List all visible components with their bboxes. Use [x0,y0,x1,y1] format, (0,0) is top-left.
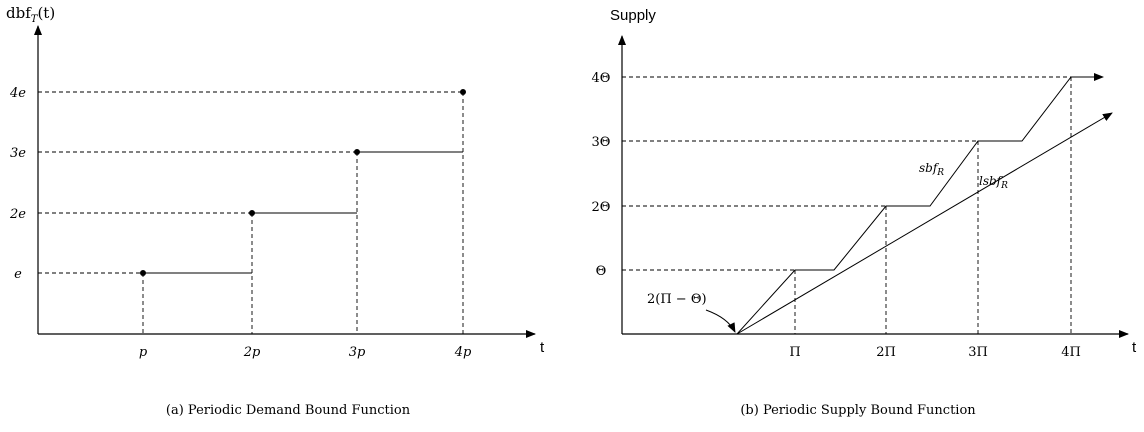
left-x-tick-3: 3p [349,345,366,360]
left-x-tick-1: p [139,345,148,360]
right-x-tick-4: 4Π [1061,345,1081,360]
left-guides [38,91,464,334]
right-caption: (b) Periodic Supply Bound Function [740,403,976,418]
lsbf-line [736,112,1113,335]
left-y-tick-3: 3e [10,146,26,161]
right-y-axis-title: Supply [610,7,656,24]
left-x-axis-title: t [540,339,545,356]
right-y-tick-4: 4Θ [592,71,611,86]
sbf-curve [736,73,1104,335]
demand-point-2 [249,210,255,216]
left-y-axis-title: dbfT(t) [6,4,55,25]
left-y-tick-1: e [14,267,22,282]
demand-point-1 [140,270,146,276]
annotation-label: 2(Π − Θ) [647,292,707,307]
sbf-label: sbfR [919,161,944,178]
right-x-tick-3: 3Π [968,345,988,360]
left-y-tick-4: 4e [9,86,26,101]
supply-bound-panel [618,35,1129,338]
demand-point-3 [354,149,360,155]
left-x-tick-4: 4p [454,345,472,360]
annotation-arrow [705,309,736,333]
right-y-tick-2: 2Θ [592,200,611,215]
left-caption: (a) Periodic Demand Bound Function [166,403,411,418]
demand-bound-panel [34,25,536,338]
left-x-tick-2: 2p [243,345,261,360]
right-x-tick-2: 2Π [876,345,896,360]
lsbf-label: lsbfR [979,174,1008,191]
right-y-tick-1: Θ [596,264,607,279]
right-y-tick-3: 3Θ [592,135,611,150]
demand-steps [143,151,463,274]
right-x-axis-title: t [1132,339,1137,356]
left-y-tick-2: 2e [9,207,26,222]
right-x-tick-1: Π [789,345,800,360]
demand-point-4 [460,89,466,95]
right-guides [622,76,1072,334]
demand-points [140,89,466,276]
